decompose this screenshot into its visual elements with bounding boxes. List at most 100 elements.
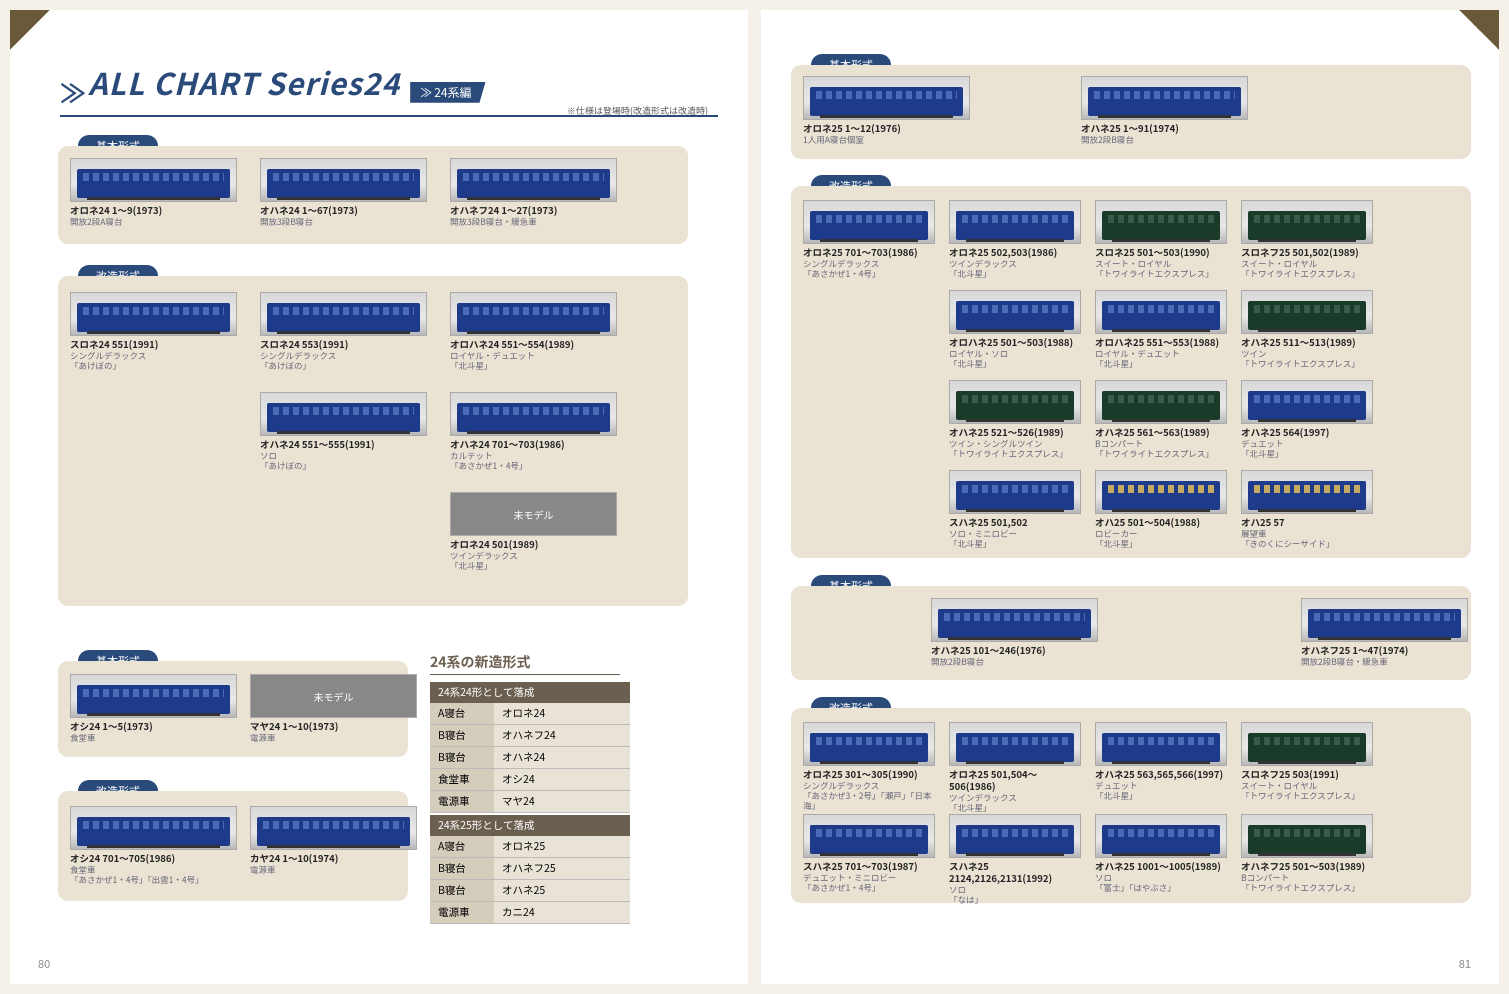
- page-title: ALL CHART Series24: [88, 60, 400, 104]
- table-row: A寝台オロネ25: [430, 836, 630, 858]
- train-car-image: [803, 814, 935, 858]
- train-card: オロネ25 701～703(1986) シングルデラックス「あさかぜ1・4号」: [803, 200, 933, 279]
- train-card: オハ25 501～504(1988) ロビーカー「北斗星」: [1095, 470, 1225, 549]
- train-car-image: [1095, 290, 1227, 334]
- car-desc: デュエット「北斗星」: [1241, 439, 1371, 459]
- car-desc: 開放2段B寝台: [931, 657, 1096, 667]
- train-car-image: [1095, 814, 1227, 858]
- train-car-image: [1095, 722, 1227, 766]
- train-card: オハネ25 521～526(1989) ツイン・シングルツイン「トワイライトエク…: [949, 380, 1079, 459]
- car-desc: 電源車: [250, 865, 415, 875]
- car-desc: デュエット・ミニロビー「あさかぜ1・4号」: [803, 873, 933, 893]
- train-card: オロネ25 1～12(1976) 1人用A寝台個室: [803, 76, 968, 145]
- train-card: スハネ25 701～703(1987) デュエット・ミニロビー「あさかぜ1・4号…: [803, 814, 933, 893]
- car-desc: ロイヤル・デュエット「北斗星」: [1095, 349, 1225, 369]
- table-row: B寝台オハネフ24: [430, 725, 630, 747]
- train-card: オハネ25 564(1997) デュエット「北斗星」: [1241, 380, 1371, 459]
- car-desc: ツインデラックス「北斗星」: [949, 259, 1079, 279]
- corner-decoration: [1459, 10, 1499, 50]
- car-desc: シングルデラックス「あけぼの」: [260, 351, 425, 371]
- car-desc: 電源車: [250, 733, 415, 743]
- car-desc: シングルデラックス「あさかぜ3・2号」「瀬戸」「日本海」: [803, 781, 933, 812]
- car-desc: ロイヤル・デュエット「北斗星」: [450, 351, 615, 371]
- train-car-image: [70, 674, 237, 718]
- table-row: 電源車カニ24: [430, 902, 630, 924]
- train-card: オシ24 1～5(1973) 食堂車: [70, 674, 235, 743]
- car-desc: スイート・ロイヤル「トワイライトエクスプレス」: [1241, 259, 1371, 279]
- unmodeled-car: 未モデル: [450, 492, 617, 536]
- train-card: オハネ25 511～513(1989) ツイン「トワイライトエクスプレス」: [1241, 290, 1371, 369]
- train-car-image: [1095, 200, 1227, 244]
- car-title: オハネ24 551～555(1991): [260, 439, 425, 451]
- train-card: オロハネ25 551～553(1988) ロイヤル・デュエット「北斗星」: [1095, 290, 1225, 369]
- train-car-image: [1241, 470, 1373, 514]
- train-card: 未モデル オロネ24 501(1989) ツインデラックス「北斗星」: [450, 492, 615, 571]
- page-number: 81: [1459, 956, 1471, 972]
- train-car-image: [1241, 290, 1373, 334]
- car-desc: シングルデラックス「あさかぜ1・4号」: [803, 259, 933, 279]
- train-card: オハネフ24 1～27(1973) 開放3段B寝台・緩急車: [450, 158, 615, 227]
- train-car-image: [450, 158, 617, 202]
- table-row: B寝台オハネフ25: [430, 858, 630, 880]
- train-card: オロハネ24 551～554(1989) ロイヤル・デュエット「北斗星」: [450, 292, 615, 371]
- train-car-image: [1241, 722, 1373, 766]
- page-number: 80: [38, 956, 50, 972]
- train-card: スロネ24 551(1991) シングルデラックス「あけぼの」: [70, 292, 235, 371]
- train-car-image: [803, 76, 970, 120]
- train-card: スハネ25 2124,2126,2131(1992) ソロ「なは」: [949, 814, 1079, 905]
- train-card: オハネフ25 1～47(1974) 開放2段B寝台・緩急車: [1301, 598, 1466, 667]
- corner-decoration: [10, 10, 50, 50]
- train-card: オハネ25 1～91(1974) 開放2段B寝台: [1081, 76, 1246, 145]
- car-desc: 開放3段B寝台・緩急車: [450, 217, 615, 227]
- car-desc: Bコンパート「トワイライトエクスプレス」: [1241, 873, 1371, 893]
- train-card: スロネフ25 503(1991) スイート・ロイヤル「トワイライトエクスプレス」: [1241, 722, 1371, 801]
- train-car-image: [450, 392, 617, 436]
- car-title: スハネ25 2124,2126,2131(1992): [949, 861, 1079, 885]
- train-card: オシ24 701～705(1986) 食堂車「あさかぜ1・4号」「出雲1・4号」: [70, 806, 235, 885]
- car-desc: カルテット「あさかぜ1・4号」: [450, 451, 615, 471]
- car-desc: ロビーカー「北斗星」: [1095, 529, 1225, 549]
- train-car-image: [803, 722, 935, 766]
- car-desc: 食堂車: [70, 733, 235, 743]
- car-title: オロネ25 501,504～506(1986): [949, 769, 1079, 793]
- train-car-image: [70, 806, 237, 850]
- train-card: スロネ25 501～503(1990) スイート・ロイヤル「トワイライトエクスプ…: [1095, 200, 1225, 279]
- page-left: ≫ ALL CHART Series24 24系編 ※仕様は登場時(改造形式は改…: [10, 10, 748, 984]
- page-header: ≫ ALL CHART Series24 24系編 ※仕様は登場時(改造形式は改…: [60, 60, 718, 117]
- table-row: 電源車マヤ24: [430, 791, 630, 813]
- train-card: オロネ24 1～9(1973) 開放2段A寝台: [70, 158, 235, 227]
- train-car-image: [949, 470, 1081, 514]
- table-25: 24系25形として落成A寝台オロネ25B寝台オハネフ25B寝台オハネ25電源車カ…: [430, 815, 630, 924]
- train-card: オハ25 57 展望車「きのくにシーサイド」: [1241, 470, 1371, 549]
- train-card: オハネフ25 501～503(1989) Bコンパート「トワイライトエクスプレス…: [1241, 814, 1371, 893]
- car-desc: シングルデラックス「あけぼの」: [70, 351, 235, 371]
- table-row: B寝台オハネ25: [430, 880, 630, 902]
- table-header: 24系25形として落成: [430, 815, 630, 836]
- car-desc: ツイン「トワイライトエクスプレス」: [1241, 349, 1371, 369]
- table-header: 24系24形として落成: [430, 682, 630, 703]
- page-right: 基本形式 オロネ25 1～12(1976) 1人用A寝台個室 オハネ25 1～9…: [761, 10, 1499, 984]
- train-car-image: [250, 806, 417, 850]
- train-car-image: [949, 380, 1081, 424]
- train-car-image: [70, 292, 237, 336]
- car-desc: ソロ「なは」: [949, 885, 1079, 905]
- train-car-image: [1081, 76, 1248, 120]
- table-row: 食堂車オシ24: [430, 769, 630, 791]
- train-car-image: [1241, 380, 1373, 424]
- car-desc: ツインデラックス「北斗星」: [450, 551, 615, 571]
- train-car-image: [931, 598, 1098, 642]
- train-card: 未モデル マヤ24 1～10(1973) 電源車: [250, 674, 415, 743]
- train-car-image: [949, 722, 1081, 766]
- car-desc: 開放2段B寝台・緩急車: [1301, 657, 1466, 667]
- train-card: オロネ25 502,503(1986) ツインデラックス「北斗星」: [949, 200, 1079, 279]
- car-desc: ツインデラックス「北斗星」: [949, 793, 1079, 813]
- train-car-image: [803, 200, 935, 244]
- train-car-image: [450, 292, 617, 336]
- car-desc: スイート・ロイヤル「トワイライトエクスプレス」: [1241, 781, 1371, 801]
- train-card: スロネ24 553(1991) シングルデラックス「あけぼの」: [260, 292, 425, 371]
- train-car-image: [949, 814, 1081, 858]
- series-tag: 24系編: [410, 82, 485, 103]
- car-desc: 開放2段A寝台: [70, 217, 235, 227]
- car-desc: 開放2段B寝台: [1081, 135, 1246, 145]
- table-row: B寝台オハネ24: [430, 747, 630, 769]
